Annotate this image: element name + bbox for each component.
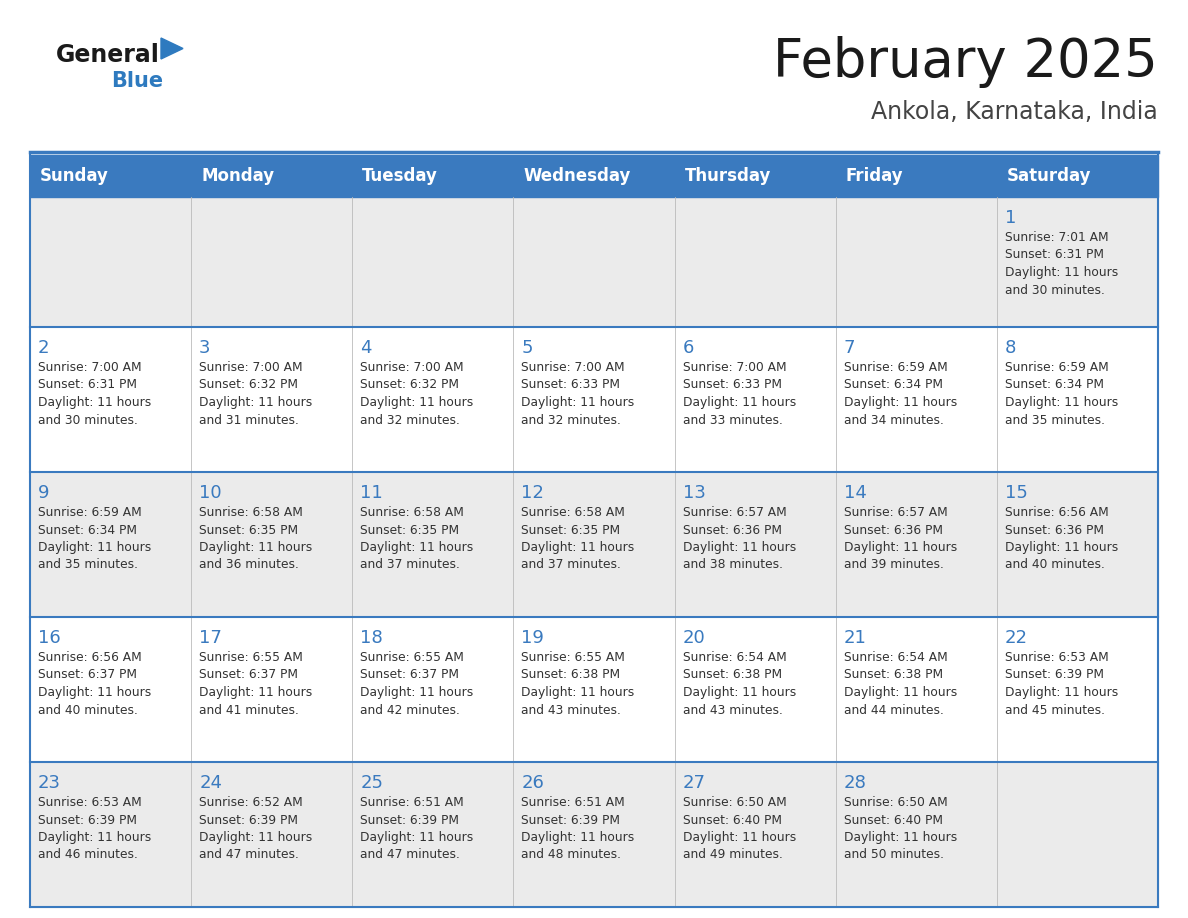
Text: Sunrise: 7:00 AM
Sunset: 6:31 PM
Daylight: 11 hours
and 30 minutes.: Sunrise: 7:00 AM Sunset: 6:31 PM Dayligh…: [38, 361, 151, 427]
Text: Sunrise: 6:57 AM
Sunset: 6:36 PM
Daylight: 11 hours
and 38 minutes.: Sunrise: 6:57 AM Sunset: 6:36 PM Dayligh…: [683, 506, 796, 572]
Text: 21: 21: [843, 629, 866, 647]
Text: 22: 22: [1005, 629, 1028, 647]
Text: 13: 13: [683, 484, 706, 502]
Text: Saturday: Saturday: [1007, 167, 1092, 185]
Text: Sunrise: 6:54 AM
Sunset: 6:38 PM
Daylight: 11 hours
and 44 minutes.: Sunrise: 6:54 AM Sunset: 6:38 PM Dayligh…: [843, 651, 958, 717]
Polygon shape: [162, 38, 183, 59]
Text: 6: 6: [683, 339, 694, 357]
Text: Sunrise: 6:55 AM
Sunset: 6:37 PM
Daylight: 11 hours
and 42 minutes.: Sunrise: 6:55 AM Sunset: 6:37 PM Dayligh…: [360, 651, 474, 717]
Text: 4: 4: [360, 339, 372, 357]
Text: Sunrise: 6:58 AM
Sunset: 6:35 PM
Daylight: 11 hours
and 37 minutes.: Sunrise: 6:58 AM Sunset: 6:35 PM Dayligh…: [360, 506, 474, 572]
Text: Sunrise: 6:53 AM
Sunset: 6:39 PM
Daylight: 11 hours
and 45 minutes.: Sunrise: 6:53 AM Sunset: 6:39 PM Dayligh…: [1005, 651, 1118, 717]
Bar: [30, 472, 1158, 617]
Text: 27: 27: [683, 774, 706, 792]
Text: Tuesday: Tuesday: [362, 167, 438, 185]
Bar: [30, 762, 1158, 907]
Bar: [30, 327, 1158, 472]
Text: 9: 9: [38, 484, 50, 502]
Text: Sunrise: 6:57 AM
Sunset: 6:36 PM
Daylight: 11 hours
and 39 minutes.: Sunrise: 6:57 AM Sunset: 6:36 PM Dayligh…: [843, 506, 958, 572]
Text: Sunrise: 6:54 AM
Sunset: 6:38 PM
Daylight: 11 hours
and 43 minutes.: Sunrise: 6:54 AM Sunset: 6:38 PM Dayligh…: [683, 651, 796, 717]
Text: 10: 10: [200, 484, 222, 502]
Text: Sunrise: 7:00 AM
Sunset: 6:33 PM
Daylight: 11 hours
and 33 minutes.: Sunrise: 7:00 AM Sunset: 6:33 PM Dayligh…: [683, 361, 796, 427]
Text: Sunrise: 6:56 AM
Sunset: 6:36 PM
Daylight: 11 hours
and 40 minutes.: Sunrise: 6:56 AM Sunset: 6:36 PM Dayligh…: [1005, 506, 1118, 572]
Text: 1: 1: [1005, 209, 1016, 227]
Text: Sunrise: 7:00 AM
Sunset: 6:33 PM
Daylight: 11 hours
and 32 minutes.: Sunrise: 7:00 AM Sunset: 6:33 PM Dayligh…: [522, 361, 634, 427]
Text: Sunrise: 6:55 AM
Sunset: 6:38 PM
Daylight: 11 hours
and 43 minutes.: Sunrise: 6:55 AM Sunset: 6:38 PM Dayligh…: [522, 651, 634, 717]
Text: Sunrise: 6:55 AM
Sunset: 6:37 PM
Daylight: 11 hours
and 41 minutes.: Sunrise: 6:55 AM Sunset: 6:37 PM Dayligh…: [200, 651, 312, 717]
Text: 26: 26: [522, 774, 544, 792]
Text: Sunrise: 7:01 AM
Sunset: 6:31 PM
Daylight: 11 hours
and 30 minutes.: Sunrise: 7:01 AM Sunset: 6:31 PM Dayligh…: [1005, 231, 1118, 297]
Text: 28: 28: [843, 774, 866, 792]
Text: 24: 24: [200, 774, 222, 792]
Text: 18: 18: [360, 629, 383, 647]
Text: 14: 14: [843, 484, 866, 502]
Text: Sunrise: 7:00 AM
Sunset: 6:32 PM
Daylight: 11 hours
and 32 minutes.: Sunrise: 7:00 AM Sunset: 6:32 PM Dayligh…: [360, 361, 474, 427]
Text: Sunrise: 6:52 AM
Sunset: 6:39 PM
Daylight: 11 hours
and 47 minutes.: Sunrise: 6:52 AM Sunset: 6:39 PM Dayligh…: [200, 796, 312, 861]
Text: 23: 23: [38, 774, 61, 792]
Text: Sunrise: 6:51 AM
Sunset: 6:39 PM
Daylight: 11 hours
and 47 minutes.: Sunrise: 6:51 AM Sunset: 6:39 PM Dayligh…: [360, 796, 474, 861]
Text: Sunday: Sunday: [40, 167, 109, 185]
Text: 3: 3: [200, 339, 210, 357]
Text: Friday: Friday: [846, 167, 903, 185]
Text: 7: 7: [843, 339, 855, 357]
Text: General: General: [56, 43, 160, 67]
Text: Sunrise: 7:00 AM
Sunset: 6:32 PM
Daylight: 11 hours
and 31 minutes.: Sunrise: 7:00 AM Sunset: 6:32 PM Dayligh…: [200, 361, 312, 427]
Text: 20: 20: [683, 629, 706, 647]
Text: Sunrise: 6:51 AM
Sunset: 6:39 PM
Daylight: 11 hours
and 48 minutes.: Sunrise: 6:51 AM Sunset: 6:39 PM Dayligh…: [522, 796, 634, 861]
Text: Sunrise: 6:59 AM
Sunset: 6:34 PM
Daylight: 11 hours
and 34 minutes.: Sunrise: 6:59 AM Sunset: 6:34 PM Dayligh…: [843, 361, 958, 427]
Text: Ankola, Karnataka, India: Ankola, Karnataka, India: [871, 100, 1158, 124]
Text: 8: 8: [1005, 339, 1016, 357]
Bar: [30, 155, 1158, 197]
Text: 12: 12: [522, 484, 544, 502]
Text: Sunrise: 6:58 AM
Sunset: 6:35 PM
Daylight: 11 hours
and 37 minutes.: Sunrise: 6:58 AM Sunset: 6:35 PM Dayligh…: [522, 506, 634, 572]
Text: Sunrise: 6:56 AM
Sunset: 6:37 PM
Daylight: 11 hours
and 40 minutes.: Sunrise: 6:56 AM Sunset: 6:37 PM Dayligh…: [38, 651, 151, 717]
Text: 25: 25: [360, 774, 384, 792]
Text: 2: 2: [38, 339, 50, 357]
Text: Sunrise: 6:50 AM
Sunset: 6:40 PM
Daylight: 11 hours
and 50 minutes.: Sunrise: 6:50 AM Sunset: 6:40 PM Dayligh…: [843, 796, 958, 861]
Text: 5: 5: [522, 339, 533, 357]
Text: 19: 19: [522, 629, 544, 647]
Text: February 2025: February 2025: [773, 36, 1158, 88]
Bar: [30, 197, 1158, 327]
Text: 11: 11: [360, 484, 383, 502]
Text: Wednesday: Wednesday: [524, 167, 631, 185]
Text: Thursday: Thursday: [684, 167, 771, 185]
Text: Blue: Blue: [110, 71, 163, 91]
Text: Sunrise: 6:53 AM
Sunset: 6:39 PM
Daylight: 11 hours
and 46 minutes.: Sunrise: 6:53 AM Sunset: 6:39 PM Dayligh…: [38, 796, 151, 861]
Text: 15: 15: [1005, 484, 1028, 502]
Text: 17: 17: [200, 629, 222, 647]
Text: Sunrise: 6:58 AM
Sunset: 6:35 PM
Daylight: 11 hours
and 36 minutes.: Sunrise: 6:58 AM Sunset: 6:35 PM Dayligh…: [200, 506, 312, 572]
Text: Monday: Monday: [201, 167, 274, 185]
Text: Sunrise: 6:59 AM
Sunset: 6:34 PM
Daylight: 11 hours
and 35 minutes.: Sunrise: 6:59 AM Sunset: 6:34 PM Dayligh…: [38, 506, 151, 572]
Text: Sunrise: 6:59 AM
Sunset: 6:34 PM
Daylight: 11 hours
and 35 minutes.: Sunrise: 6:59 AM Sunset: 6:34 PM Dayligh…: [1005, 361, 1118, 427]
Bar: [30, 617, 1158, 762]
Text: Sunrise: 6:50 AM
Sunset: 6:40 PM
Daylight: 11 hours
and 49 minutes.: Sunrise: 6:50 AM Sunset: 6:40 PM Dayligh…: [683, 796, 796, 861]
Text: 16: 16: [38, 629, 61, 647]
